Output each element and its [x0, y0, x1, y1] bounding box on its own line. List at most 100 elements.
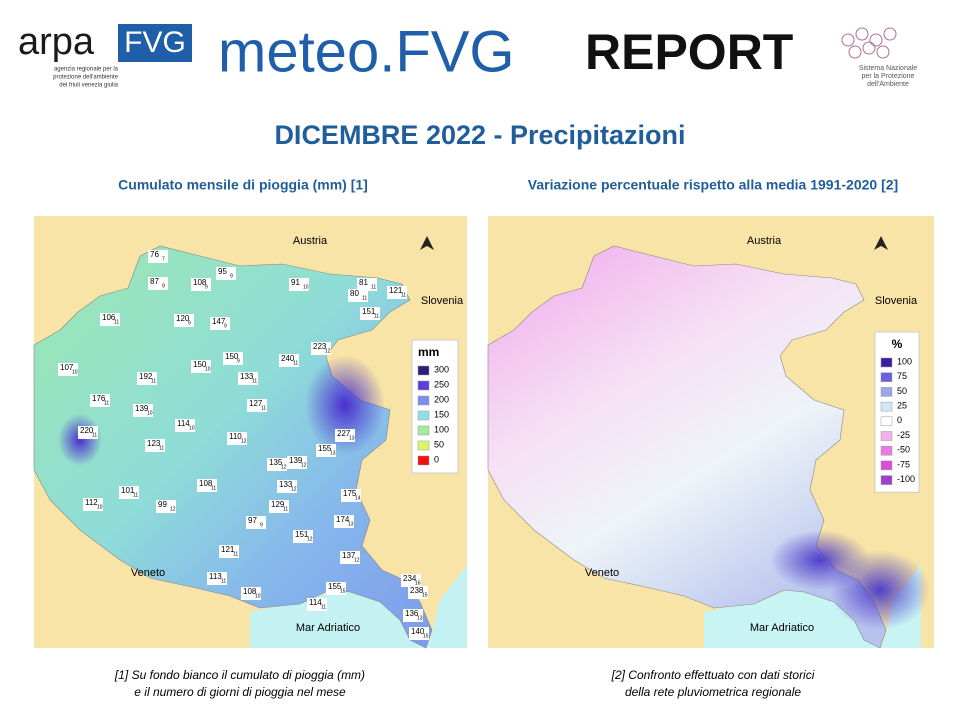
- station-box: [360, 307, 380, 320]
- station-value: 112: [85, 498, 98, 507]
- station-value: 101: [121, 486, 135, 495]
- station-days: 10: [147, 410, 153, 416]
- station-value: 175: [343, 489, 357, 498]
- station-value: 176: [92, 394, 106, 403]
- station-value: 107: [60, 363, 74, 372]
- legend-label: -50: [897, 445, 910, 455]
- snpa-sub: per la Protezione: [862, 73, 915, 80]
- station-value: 192: [139, 372, 153, 381]
- station-box: [269, 500, 289, 513]
- page-title: DICEMBRE 2022 - Precipitazioni: [274, 120, 685, 150]
- station-box: [133, 404, 153, 417]
- station-value: 238: [410, 586, 424, 595]
- logo-fvg: FVG: [124, 26, 186, 59]
- station-value: 113: [209, 572, 222, 581]
- station-box: [241, 587, 261, 600]
- station-days: 11: [374, 313, 379, 319]
- station-box: [293, 530, 313, 543]
- station-box: [207, 572, 227, 585]
- station-days: 11: [362, 295, 367, 301]
- station-days: 11: [159, 445, 164, 451]
- rain-max: [58, 414, 102, 466]
- footnote: e il numero di giorni di pioggia nel mes…: [134, 685, 346, 699]
- station-box: [219, 545, 239, 558]
- station-days: 11: [233, 551, 238, 557]
- station-box: [145, 439, 165, 452]
- station-box: [277, 480, 297, 493]
- station-days: 12: [170, 506, 176, 512]
- place-label: Veneto: [131, 567, 165, 579]
- station-box: [289, 278, 309, 291]
- station-box: [267, 458, 287, 471]
- legend-box: [411, 339, 459, 474]
- brand-report: REPORT: [585, 24, 793, 80]
- station-value: 110: [229, 432, 242, 441]
- station-days: 14: [355, 495, 361, 501]
- station-box: [357, 278, 377, 291]
- station-days: 11: [371, 284, 376, 290]
- footnote: [1] Su fondo bianco il cumulato di piogg…: [114, 668, 365, 682]
- station-value: 136: [405, 609, 419, 618]
- station-value: 106: [102, 313, 116, 322]
- station-box: [334, 515, 354, 528]
- station-value: 121: [389, 286, 403, 295]
- station-days: 11: [133, 492, 138, 498]
- station-value: 114: [309, 598, 322, 607]
- station-box: [227, 432, 247, 445]
- station-value: 129: [271, 500, 285, 509]
- snpa-logo: [841, 27, 897, 59]
- station-box: [137, 372, 157, 385]
- station-box: [287, 456, 307, 469]
- logo-arpa: arpa: [18, 21, 95, 63]
- station-value: 174: [336, 515, 350, 524]
- station-box: [247, 399, 267, 412]
- station-box: [335, 429, 355, 442]
- station-box: [348, 289, 368, 302]
- station-value: 155: [318, 444, 332, 453]
- station-box: [401, 574, 421, 587]
- station-value: 120: [176, 314, 190, 323]
- legend-swatch: [880, 431, 893, 441]
- station-value: 121: [221, 545, 235, 554]
- station-days: 12: [307, 536, 313, 542]
- legend-swatch: [880, 387, 893, 397]
- station-box: [175, 419, 195, 432]
- station-value: 234: [403, 574, 417, 583]
- station-box: [238, 372, 258, 385]
- station-value: 151: [362, 307, 376, 316]
- snpa-sub: Sistema Nazionale: [859, 65, 917, 72]
- north-arrow: [874, 236, 888, 250]
- header: arpa FVG agenzia regionale per la protez…: [18, 19, 917, 88]
- station-days: 12: [291, 486, 297, 492]
- station-value: 81: [359, 278, 368, 287]
- station-box: [403, 609, 423, 622]
- place-label: Slovenia: [875, 295, 918, 307]
- station-box: [191, 360, 211, 373]
- station-days: 11: [321, 604, 326, 610]
- station-box: [223, 352, 243, 365]
- rain-max: [305, 355, 385, 455]
- station-value: 223: [313, 342, 327, 351]
- station-box: [340, 551, 360, 564]
- brand: meteo.FVG: [218, 19, 515, 84]
- station-value: 151: [295, 530, 309, 539]
- station-value: 135: [269, 458, 283, 467]
- station-days: 12: [301, 462, 307, 468]
- legend-label: 250: [434, 379, 449, 389]
- station-days: 13: [349, 435, 355, 441]
- logo-sub: del friuli venezia giulia: [59, 83, 118, 89]
- station-value: 127: [249, 399, 263, 408]
- station-days: 13: [330, 450, 336, 456]
- station-days: 15: [340, 588, 346, 594]
- logo-sub: agenzia regionale per la: [54, 67, 119, 73]
- station-value: 240: [281, 354, 295, 363]
- station-value: 95: [218, 267, 227, 276]
- station-box: [387, 286, 407, 299]
- station-days: 11: [293, 360, 298, 366]
- station-value: 150: [225, 352, 239, 361]
- place-label: Mar Adriatico: [750, 622, 814, 634]
- legend-swatch: [880, 372, 893, 382]
- station-days: 7: [162, 256, 165, 262]
- station-days: 11: [92, 432, 97, 438]
